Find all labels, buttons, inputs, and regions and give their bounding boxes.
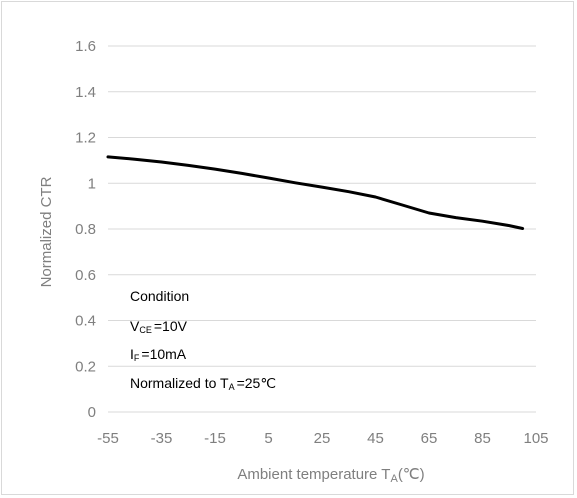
x-tick-label: 105 (523, 430, 548, 447)
y-tick-label: 1.4 (75, 84, 96, 101)
vce-symbol: V (130, 318, 140, 334)
x-tick-label: -15 (204, 430, 226, 447)
norm-value: =25℃ (237, 375, 276, 391)
vce-subscript: CE (139, 325, 152, 335)
x-tick-label: -35 (151, 430, 173, 447)
norm-text: Normalized to T (130, 375, 229, 391)
x-tick-label: 5 (264, 430, 272, 447)
x-tick-label: 85 (474, 430, 491, 447)
x-tick-label: -55 (97, 430, 119, 447)
vce-value: =10V (154, 318, 188, 334)
if-subscript: F (134, 353, 140, 363)
y-tick-label: 0.8 (75, 221, 96, 238)
series-layer (106, 155, 525, 230)
y-tick-label: 1.6 (75, 38, 96, 55)
if-symbol: I (130, 346, 134, 362)
y-tick-label: 0 (88, 404, 96, 421)
y-tick-label: 0.4 (75, 313, 96, 330)
x-tick-label: 65 (421, 430, 438, 447)
x-axis-title-sub: A (390, 473, 398, 485)
y-tick-label: 1 (88, 175, 96, 192)
y-axis-title: Normalized CTR (38, 176, 55, 287)
x-tick-labels: -55 -35 -15 5 25 45 65 85 105 (97, 430, 548, 447)
x-tick-label: 25 (314, 430, 331, 447)
norm-subscript: A (229, 382, 235, 392)
condition-title: Condition (130, 288, 189, 304)
x-axis-title-main: Ambient temperature T (237, 466, 390, 483)
y-tick-label: 1.2 (75, 130, 96, 147)
vce-condition: VCE =10V (130, 318, 188, 335)
y-tick-label: 0.2 (75, 358, 96, 375)
x-tick-label: 45 (367, 430, 384, 447)
x-axis-title-unit: (℃) (398, 466, 425, 483)
series-line-0 (106, 155, 525, 230)
y-tick-labels: 0 0.2 0.4 0.6 0.8 1 1.2 1.4 1.6 (75, 38, 96, 421)
if-value: =10mA (141, 346, 186, 362)
y-tick-label: 0.6 (75, 267, 96, 284)
normalization-note: Normalized to TA =25℃ (130, 375, 276, 392)
condition-annotation: Condition VCE =10V IF =10mA Normalized to … (130, 288, 276, 392)
x-axis-title: Ambient temperature TA(℃) (237, 466, 424, 485)
if-condition: IF =10mA (130, 346, 187, 363)
gridlines (108, 45, 536, 413)
